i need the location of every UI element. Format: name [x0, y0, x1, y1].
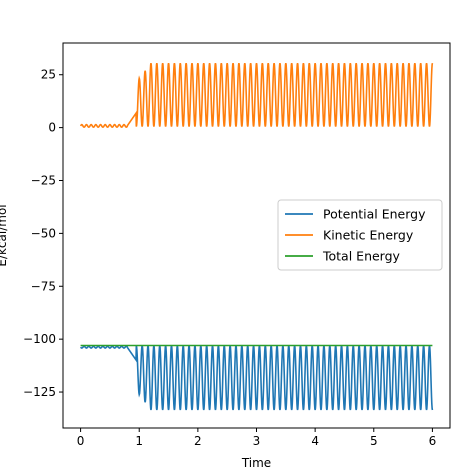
legend-box	[277, 199, 443, 271]
x-axis-label: Time	[241, 456, 271, 470]
legend-label: Total Energy	[322, 249, 401, 264]
y-axis-label: E/kcal/mol	[0, 204, 9, 266]
y-tick-label: 25	[41, 68, 56, 82]
y-tick-label: −50	[31, 226, 56, 240]
series-line-kinetic-energy	[79, 62, 434, 129]
y-tick-label: 0	[48, 121, 56, 135]
x-tick-label: 1	[135, 434, 143, 448]
legend-label: Potential Energy	[323, 207, 426, 222]
series-line-potential-energy	[79, 345, 434, 411]
axes: 0 1 2 3 4 5 6 25 0 −25 −50 −75 −100 −125	[23, 42, 451, 448]
plot-area	[79, 62, 434, 411]
x-tick-label: 0	[77, 434, 85, 448]
legend-label: Kinetic Energy	[323, 228, 414, 243]
y-tick-label: −75	[31, 279, 56, 293]
y-tick-label: −25	[31, 174, 56, 188]
x-tick-label: 3	[253, 434, 261, 448]
y-tick-label: −100	[23, 332, 56, 346]
legend: Potential Energy Kinetic Energy Total Ener…	[277, 199, 443, 271]
x-tick-label: 5	[370, 434, 378, 448]
x-tick-label: 6	[429, 434, 437, 448]
x-tick-label: 2	[194, 434, 202, 448]
x-tick-label: 4	[311, 434, 319, 448]
y-tick-label: −125	[23, 385, 56, 399]
